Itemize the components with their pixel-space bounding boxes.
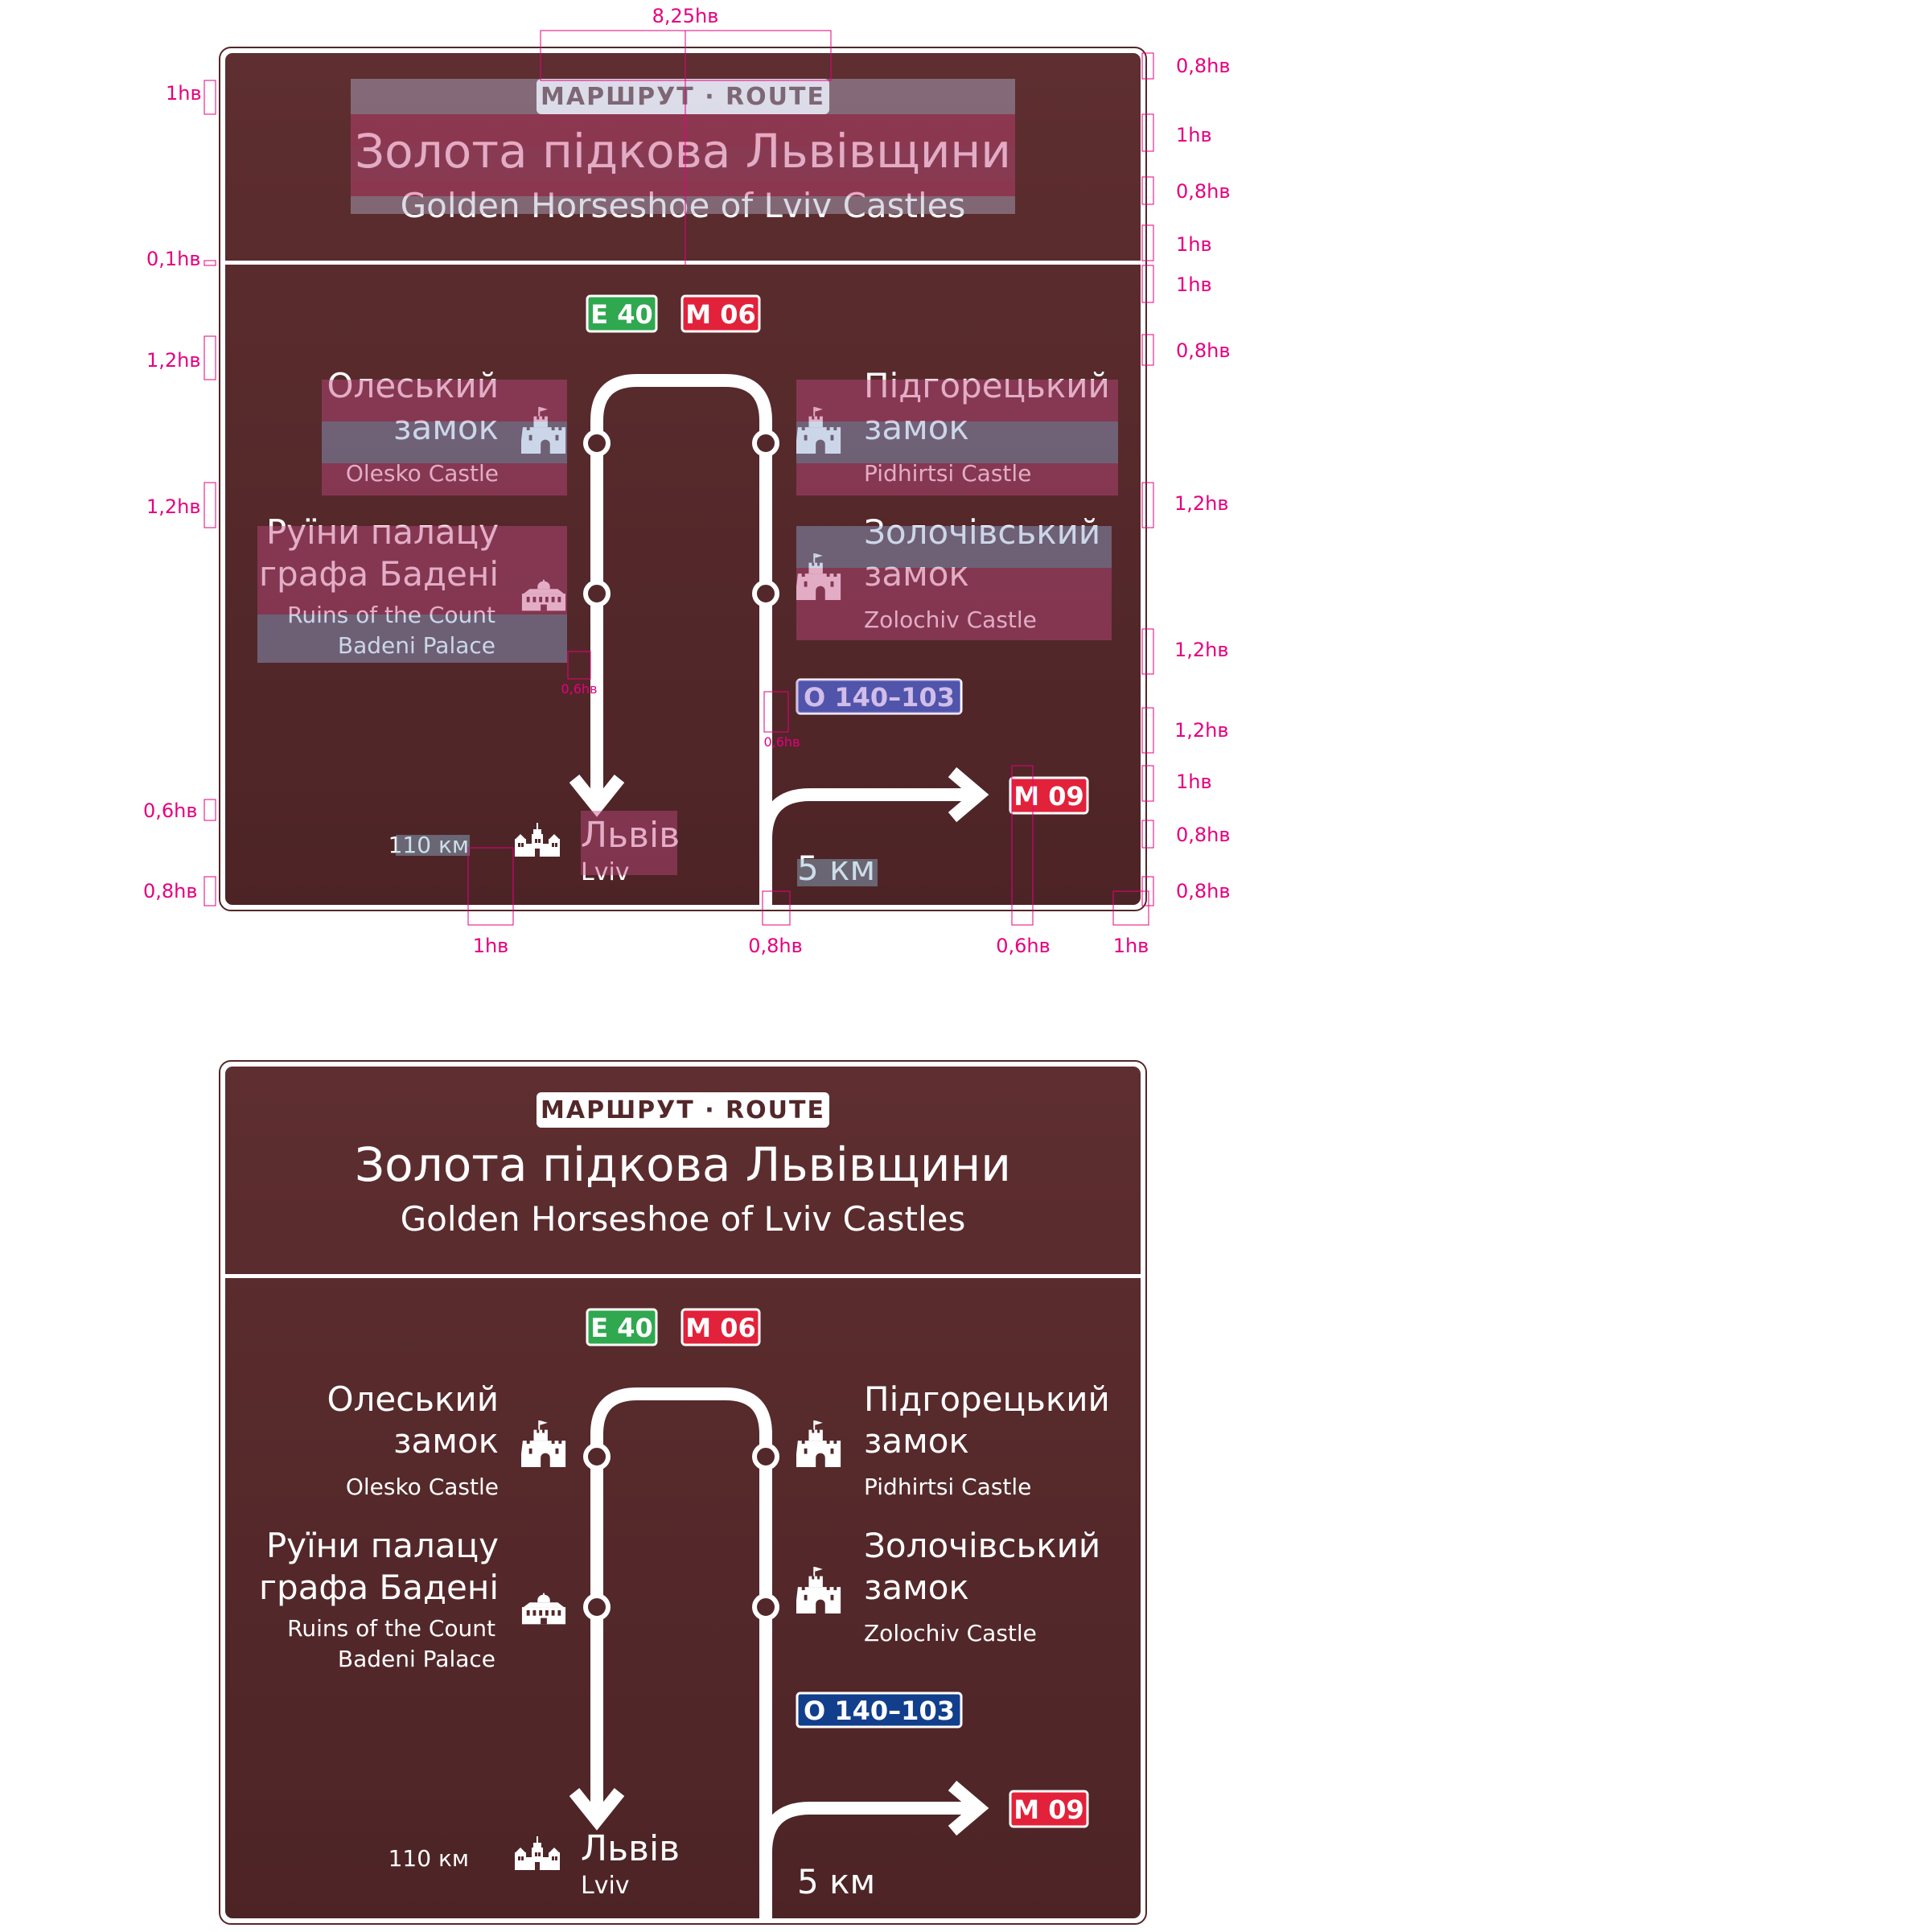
dim-top-width: 8,25hв (652, 5, 719, 27)
dim-left-r6: 0,8hв (143, 880, 198, 902)
dim-bottom-b1: 1hв (473, 935, 509, 957)
dim-right-r7: 1,2hв (1174, 492, 1229, 515)
dim-left-r3: 1,2hв (146, 349, 201, 372)
dim-right-r6: 0,8hв (1176, 339, 1231, 362)
dim-right-r9: 1,2hв (1174, 719, 1229, 742)
dim-right-r8: 1,2hв (1174, 639, 1229, 661)
dim-left-r5: 0,6hв (143, 800, 198, 822)
dim-right-r5: 1hв (1176, 273, 1212, 296)
dim-bottom-b4: 1hв (1113, 935, 1149, 957)
dimension-lines (204, 30, 1154, 926)
dim-right-r11: 0,8hв (1176, 824, 1231, 846)
dim-right-r1: 0,8hв (1176, 55, 1231, 77)
dim-right-r2: 1hв (1176, 124, 1212, 146)
dim-bottom-b3: 0,6hв (996, 935, 1051, 957)
dim-left-r2: 0,1hв (146, 248, 201, 270)
dim-right-r4: 1hв (1176, 233, 1212, 256)
dimension-labels: 8,25hв 0,8hв 1hв 0,8hв 1hв 1hв 0,8hв 1,2… (143, 5, 1231, 957)
annotated-sign (220, 47, 1146, 911)
dim-left-r4: 1,2hв (146, 495, 201, 518)
dim-right-r10: 1hв (1176, 771, 1212, 793)
dim-small-s2: 0,6hв (763, 734, 800, 750)
dim-small-s1: 0,6hв (561, 681, 597, 697)
clean-sign (220, 1061, 1146, 1924)
dim-right-r3: 0,8hв (1176, 180, 1231, 203)
dim-right-r12: 0,8hв (1176, 880, 1231, 902)
dim-bottom-b2: 0,8hв (748, 935, 803, 957)
dim-left-r1: 1hв (166, 82, 202, 105)
